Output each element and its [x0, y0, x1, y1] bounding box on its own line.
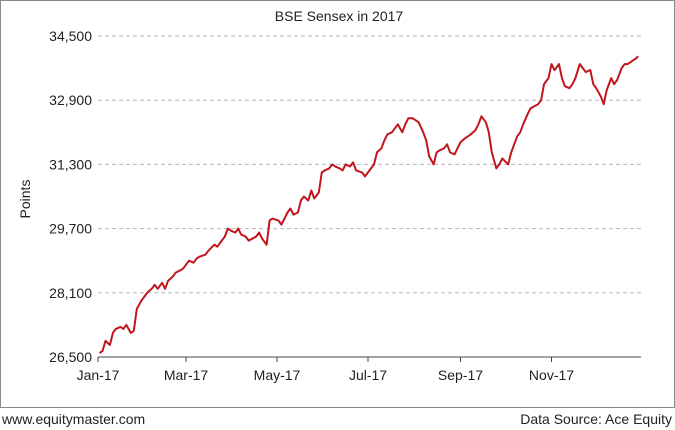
y-tick-label: 34,500: [49, 28, 92, 44]
footer: www.equitymaster.com Data Source: Ace Eq…: [0, 408, 675, 430]
y-tick-label: 32,900: [49, 92, 92, 108]
y-axis-ticks: 26,500 28,100 29,700 31,300 32,900 34,500: [49, 28, 92, 365]
line-chart: BSE Sensex in 2017 26,500 28,100 29,700 31,…: [17, 8, 641, 383]
x-axis-ticks: Jan-17 Mar-17 May-17 Jul-17 Sep-17 Nov-17: [77, 357, 574, 383]
x-tick-label: Jul-17: [349, 367, 387, 383]
x-tick-label: Sep-17: [438, 367, 483, 383]
y-tick-label: 28,100: [49, 285, 92, 301]
x-tick-label: Nov-17: [529, 367, 574, 383]
x-tick-label: May-17: [254, 367, 301, 383]
grid-lines: [98, 35, 641, 294]
x-tick-label: Jan-17: [77, 367, 120, 383]
site-credit: www.equitymaster.com: [2, 411, 146, 427]
chart-title: BSE Sensex in 2017: [275, 8, 404, 24]
data-source-credit: Data Source: Ace Equity: [520, 411, 672, 427]
y-tick-label: 26,500: [49, 349, 92, 365]
series-group: [98, 55, 639, 354]
y-tick-label: 31,300: [49, 156, 92, 172]
y-axis-label: Points: [17, 180, 33, 219]
sensex-line: [98, 55, 639, 354]
x-tick-label: Mar-17: [164, 367, 209, 383]
y-tick-label: 29,700: [49, 221, 92, 237]
chart-frame: BSE Sensex in 2017 26,500 28,100 29,700 31,…: [0, 0, 675, 408]
